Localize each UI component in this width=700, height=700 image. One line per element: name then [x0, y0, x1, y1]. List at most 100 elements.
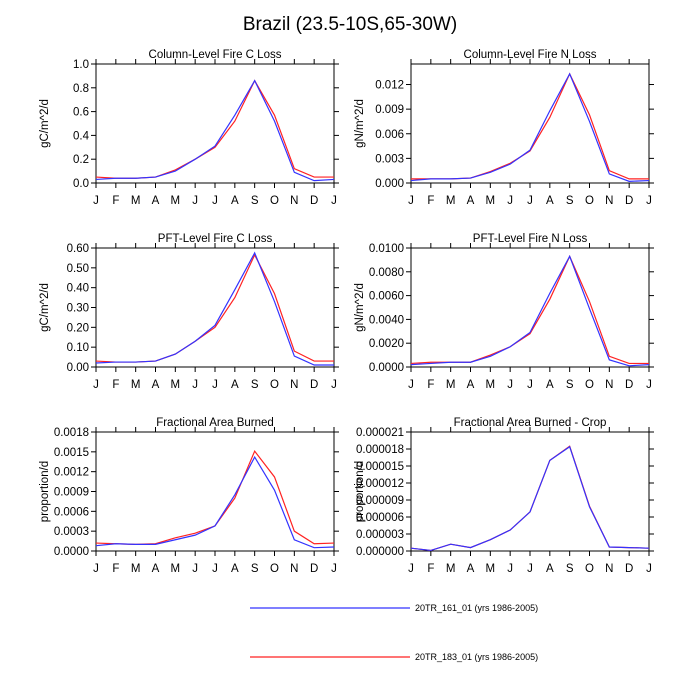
x-tick-label: O	[270, 563, 279, 575]
y-tick-label: 0.000021	[356, 427, 404, 439]
x-tick-label: J	[408, 195, 414, 207]
figure-title: Brazil (23.5-10S,65-30W)	[243, 14, 457, 35]
y-tick-label: 0.000006	[356, 512, 404, 524]
x-tick-label: S	[566, 379, 574, 391]
x-tick-label: J	[93, 195, 99, 207]
x-tick-label: O	[585, 563, 594, 575]
plot-frame	[410, 247, 650, 368]
y-tick-label: 1.0	[73, 59, 89, 71]
x-tick-label: M	[131, 379, 141, 391]
x-tick-label: F	[427, 563, 434, 575]
y-tick-label: 0.0012	[54, 467, 89, 479]
x-tick-label: J	[331, 563, 337, 575]
y-axis-label: gC/m^2/d	[39, 283, 51, 332]
x-tick-label: N	[605, 379, 613, 391]
series-line-183	[410, 254, 649, 365]
y-axis-label: gN/m^2/d	[354, 99, 366, 148]
panel-title: Column-Level Fire N Loss	[464, 49, 597, 61]
y-tick-label: 0.6	[73, 107, 89, 119]
series-line-161	[95, 455, 335, 549]
panel-title: Fractional Area Burned	[156, 417, 274, 429]
x-tick-label: M	[486, 563, 496, 575]
x-tick-label: F	[112, 563, 119, 575]
x-tick-label: M	[446, 379, 456, 391]
x-tick-label: A	[467, 379, 475, 391]
x-tick-label: J	[646, 563, 652, 575]
plot-frame	[95, 63, 335, 184]
series-line-183	[410, 445, 650, 552]
y-tick-label: 0.000000	[356, 546, 404, 558]
x-tick-label: D	[310, 195, 318, 207]
x-tick-label: A	[467, 195, 475, 207]
y-tick-label: 0.0015	[54, 447, 89, 459]
y-tick-label: 0.000012	[356, 478, 404, 490]
series-line-161	[410, 445, 650, 552]
x-tick-label: S	[251, 195, 259, 207]
y-tick-label: 0.0000	[369, 362, 404, 374]
y-tick-label: 0.4	[73, 130, 90, 142]
x-tick-label: S	[251, 379, 259, 391]
x-tick-label: A	[546, 379, 554, 391]
x-tick-label: M	[171, 195, 181, 207]
x-tick-label: S	[566, 563, 574, 575]
chart-panel-4: PFT-Level Fire N Loss gN/m^2/d 0.0000 0.002…	[354, 233, 654, 391]
x-tick-label: O	[585, 379, 594, 391]
x-tick-label: O	[270, 379, 279, 391]
x-tick-label: J	[192, 379, 198, 391]
y-tick-label: 0.000015	[356, 461, 404, 473]
x-tick-label: A	[546, 195, 554, 207]
x-tick-label: D	[310, 379, 318, 391]
x-tick-label: M	[171, 379, 181, 391]
y-tick-label: 0.009	[375, 104, 404, 116]
x-tick-label: F	[427, 195, 434, 207]
y-tick-label: 0.0009	[54, 487, 89, 499]
x-tick-label: J	[527, 195, 533, 207]
x-tick-label: J	[408, 379, 414, 391]
chart-panel-1: Column-Level Fire C Loss gC/m^2/d 0.0 0.2 0.…	[39, 49, 339, 207]
y-tick-label: 0.003	[375, 153, 404, 165]
y-tick-label: 0.000018	[356, 444, 404, 456]
x-tick-label: J	[507, 195, 513, 207]
x-tick-label: M	[131, 195, 141, 207]
x-tick-label: N	[290, 195, 298, 207]
x-tick-label: O	[585, 195, 594, 207]
panel-title: Column-Level Fire C Loss	[149, 49, 282, 61]
chart-panel-2: Column-Level Fire N Loss gN/m^2/d 0.000 0.0…	[354, 49, 654, 207]
y-tick-label: 0.30	[67, 303, 89, 315]
x-tick-label: A	[467, 563, 475, 575]
x-tick-label: M	[486, 379, 496, 391]
y-tick-label: 0.0003	[54, 526, 89, 538]
y-tick-label: 0.000	[375, 178, 404, 190]
y-tick-label: 0.0080	[369, 267, 404, 279]
x-tick-label: D	[625, 195, 633, 207]
x-tick-label: N	[605, 195, 613, 207]
panel-title: PFT-Level Fire N Loss	[473, 233, 588, 245]
series-line-183	[95, 449, 335, 545]
plot-frame	[410, 431, 650, 552]
x-tick-label: F	[427, 379, 434, 391]
x-tick-label: N	[290, 379, 298, 391]
y-tick-label: 0.0040	[369, 314, 404, 326]
y-tick-label: 0.012	[375, 80, 404, 92]
panels: Column-Level Fire C Loss gC/m^2/d 0.0 0.2 0.…	[39, 49, 654, 575]
y-tick-label: 0.10	[67, 342, 89, 354]
x-tick-label: J	[212, 379, 218, 391]
x-tick-label: J	[646, 379, 652, 391]
y-tick-label: 0.20	[67, 322, 89, 334]
x-tick-label: J	[212, 563, 218, 575]
legend: 20TR_161_01 (yrs 1986-2005) 20TR_183_01 (…	[250, 603, 538, 662]
chart-panel-5: Fractional Area Burned proportion/d 0.0000…	[39, 417, 339, 575]
series-line-161	[410, 72, 650, 182]
y-tick-label: 0.0020	[369, 338, 404, 350]
plot-frame	[95, 247, 335, 368]
x-tick-label: A	[152, 563, 160, 575]
y-tick-label: 0.0	[73, 178, 89, 190]
y-tick-label: 0.0018	[54, 427, 89, 439]
x-tick-label: N	[290, 563, 298, 575]
x-tick-label: S	[251, 563, 259, 575]
y-tick-label: 0.40	[67, 283, 89, 295]
x-tick-label: J	[93, 379, 99, 391]
y-tick-label: 0.006	[375, 129, 404, 141]
x-tick-label: J	[507, 563, 513, 575]
